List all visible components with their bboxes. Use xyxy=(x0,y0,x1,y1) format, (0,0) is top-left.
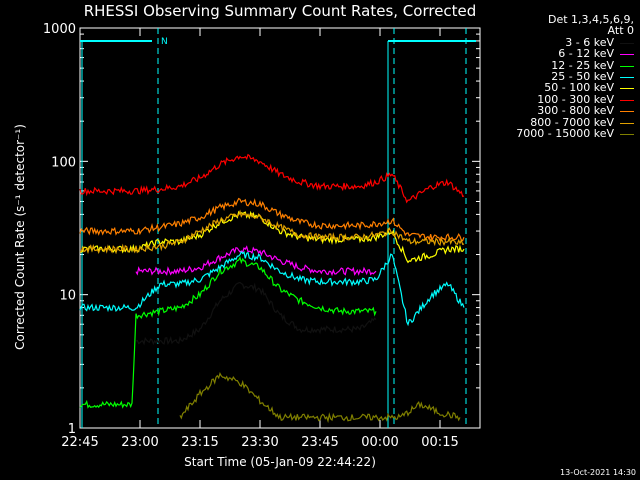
legend-swatch xyxy=(620,65,634,67)
legend: Det 1,3,4,5,6,9, Att 0 3 - 6 keV 6 - 12 k… xyxy=(516,14,634,139)
legend-entry: 800 - 7000 keV xyxy=(516,115,634,129)
legend-label: 50 - 100 keV xyxy=(544,81,614,95)
legend-label: 300 - 800 keV xyxy=(537,104,614,118)
x-tick-label: 00:15 xyxy=(421,435,458,450)
series-line xyxy=(79,210,465,264)
y-tick-label: 10 xyxy=(59,289,76,304)
legend-swatch xyxy=(620,111,634,113)
x-axis-label: Start Time (05-Jan-09 22:44:22) xyxy=(184,455,376,469)
series-line xyxy=(79,250,465,327)
series-line xyxy=(135,245,377,277)
legend-label: 3 - 6 keV xyxy=(565,35,614,49)
x-tick-label: 23:45 xyxy=(301,435,338,450)
series-line xyxy=(79,153,465,204)
legend-entry: 300 - 800 keV xyxy=(516,105,634,116)
legend-label: 100 - 300 keV xyxy=(537,92,614,106)
legend-entry: 3 - 6 keV xyxy=(516,37,634,48)
legend-header-attenuator: Att 0 xyxy=(607,24,634,38)
legend-entry: 7000 - 15000 keV xyxy=(516,128,634,139)
plot-frame xyxy=(79,27,481,429)
legend-entry: 6 - 12 keV xyxy=(516,48,634,59)
x-tick-label: 00:00 xyxy=(361,435,398,450)
series-line xyxy=(135,281,377,346)
legend-swatch xyxy=(620,77,634,79)
legend-entry: 25 - 50 keV xyxy=(516,71,634,82)
legend-swatch xyxy=(620,134,634,136)
x-tick-label: 22:45 xyxy=(61,435,98,450)
footer-timestamp: 13-Oct-2021 14:30 xyxy=(560,468,636,477)
series-line xyxy=(79,209,465,255)
legend-entry: 100 - 300 keV xyxy=(516,94,634,105)
x-tick-label: 23:00 xyxy=(121,435,158,450)
legend-label: 6 - 12 keV xyxy=(558,47,614,61)
legend-label: 800 - 7000 keV xyxy=(530,115,614,129)
y-tick-label: 100 xyxy=(51,155,76,170)
y-tick-label: 1000 xyxy=(43,22,76,37)
legend-label: 12 - 25 keV xyxy=(551,58,614,72)
legend-label: 7000 - 15000 keV xyxy=(516,127,614,141)
series-line xyxy=(179,371,461,424)
legend-swatch xyxy=(620,54,634,56)
series-line xyxy=(79,197,465,243)
series-line xyxy=(79,255,377,409)
legend-entry: 50 - 100 keV xyxy=(516,81,634,95)
legend-header-detectors: Det 1,3,4,5,6,9, xyxy=(547,13,634,26)
legend-swatch xyxy=(620,122,634,124)
x-tick-label: 23:15 xyxy=(181,435,218,450)
x-tick-label: 23:30 xyxy=(241,435,278,450)
night-label: N xyxy=(161,37,168,47)
chart-title: RHESSI Observing Summary Count Rates, Co… xyxy=(83,2,477,20)
legend-swatch xyxy=(620,42,634,44)
legend-entry: 12 - 25 keV xyxy=(516,58,634,72)
legend-label: 25 - 50 keV xyxy=(551,70,614,84)
y-tick-label: 1 xyxy=(68,422,76,437)
legend-swatch xyxy=(620,88,634,90)
legend-swatch xyxy=(620,99,634,101)
